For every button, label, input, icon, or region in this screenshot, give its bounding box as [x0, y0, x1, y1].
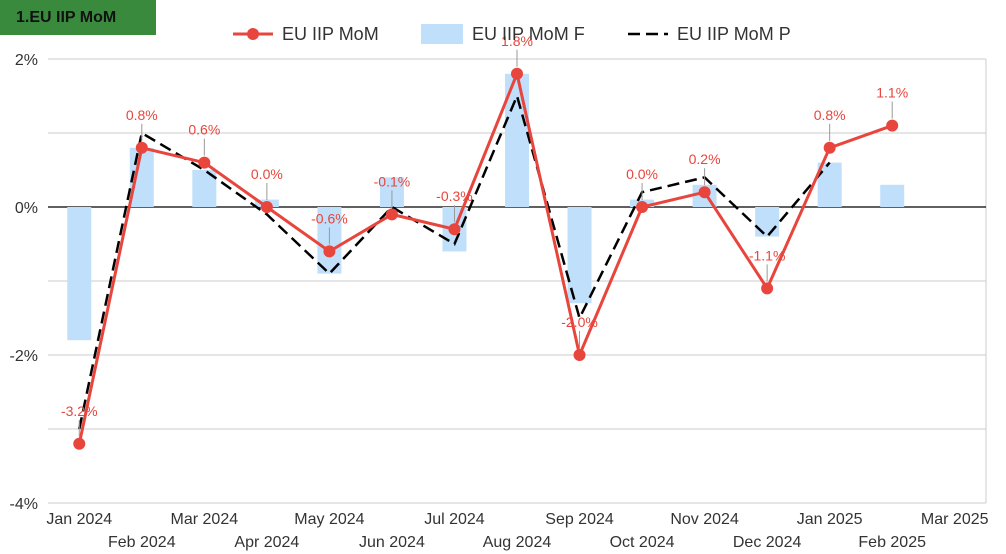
- data-label: 1.1%: [876, 85, 908, 101]
- data-point: [511, 67, 523, 80]
- data-point: [698, 186, 711, 199]
- bar: [817, 162, 842, 207]
- data-label: -2.0%: [561, 314, 598, 330]
- legend: EU IIP MoM EU IIP MoM F EU IIP MoM P: [233, 24, 791, 44]
- bar: [880, 184, 905, 207]
- y-tick-label: 0%: [15, 200, 38, 217]
- data-point: [573, 349, 586, 361]
- data-label: 0.8%: [814, 107, 846, 123]
- x-tick-label: Oct 2024: [610, 534, 675, 551]
- data-point: [636, 201, 649, 213]
- x-tick-label: Apr 2024: [234, 534, 299, 551]
- x-tick-label: Mar 2025: [921, 511, 989, 528]
- data-point: [135, 141, 148, 154]
- data-label: -0.3%: [436, 188, 473, 204]
- legend-label: EU IIP MoM P: [677, 24, 791, 44]
- x-tick-label: Feb 2024: [108, 534, 176, 551]
- data-point: [260, 201, 273, 213]
- x-tick-label: Jun 2024: [359, 534, 425, 551]
- data-point: [73, 437, 86, 450]
- data-point: [323, 245, 336, 258]
- data-label: 0.8%: [126, 107, 158, 123]
- y-axis-ticks: 2% 0% -2% -4%: [10, 52, 38, 513]
- x-tick-label: Jul 2024: [424, 511, 485, 528]
- legend-marker-swatch: [247, 28, 259, 40]
- bar: [129, 147, 154, 207]
- main-series-line: [77, 68, 893, 445]
- data-label: -1.1%: [749, 247, 786, 263]
- x-axis-ticks: Jan 2024 Feb 2024 Mar 2024 Apr 2024 May 2024…: [46, 511, 988, 551]
- data-label: -0.1%: [374, 173, 411, 189]
- data-point: [385, 208, 398, 221]
- bar: [755, 207, 780, 237]
- dashed-series-line: [78, 92, 831, 430]
- legend-label: EU IIP MoM: [282, 24, 379, 44]
- data-point: [761, 282, 774, 295]
- data-label: 0.0%: [251, 166, 283, 182]
- data-label: -3.2%: [61, 403, 98, 419]
- data-label: 1.8%: [501, 33, 533, 49]
- legend-label: EU IIP MoM F: [472, 24, 585, 44]
- x-tick-label: Dec 2024: [733, 534, 802, 551]
- x-tick-label: Feb 2025: [858, 534, 926, 551]
- chart-badge-title: 1.EU IIP MoM: [0, 0, 156, 35]
- x-tick-label: May 2024: [294, 511, 364, 528]
- dashed-line-series: [78, 92, 831, 430]
- x-tick-label: Jan 2024: [46, 511, 112, 528]
- data-point: [823, 141, 836, 154]
- y-tick-label: -2%: [10, 348, 38, 365]
- x-tick-label: Sep 2024: [545, 511, 614, 528]
- data-labels: -3.2% 0.8% 0.6% 0.0% -0.6% -0.1% -0.3% 1.8% -2.0…: [61, 33, 908, 437]
- data-point: [448, 223, 461, 236]
- legend-bar-swatch: [421, 24, 463, 44]
- x-tick-label: Jan 2025: [797, 511, 863, 528]
- x-tick-label: Nov 2024: [670, 511, 739, 528]
- data-label: 0.2%: [689, 151, 721, 167]
- line-series: [73, 67, 899, 450]
- data-label: 0.6%: [188, 122, 220, 138]
- bar: [67, 207, 92, 341]
- data-point: [886, 119, 899, 132]
- data-label: 0.0%: [626, 166, 658, 182]
- y-tick-label: -4%: [10, 496, 38, 513]
- y-tick-label: 2%: [15, 52, 38, 69]
- x-tick-label: Mar 2024: [171, 511, 239, 528]
- x-tick-label: Aug 2024: [483, 534, 552, 551]
- data-label: -0.6%: [311, 210, 348, 226]
- bar: [567, 207, 592, 304]
- data-point: [198, 156, 211, 169]
